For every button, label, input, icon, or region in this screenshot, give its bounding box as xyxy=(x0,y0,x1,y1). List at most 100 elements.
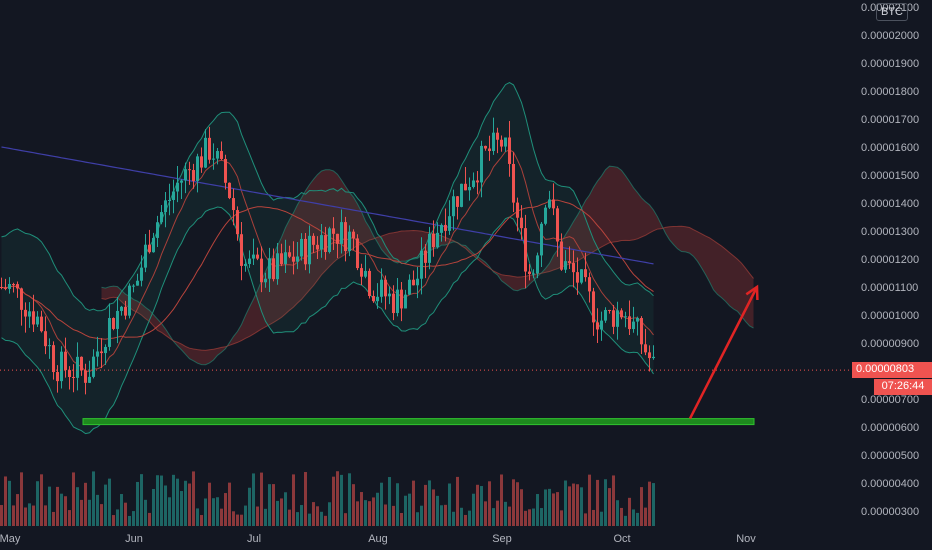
price-tick-label: 0.00001600 xyxy=(861,142,919,154)
candle-body xyxy=(276,253,279,280)
candle-body xyxy=(12,283,15,285)
candle-body xyxy=(20,288,23,310)
candle-body xyxy=(648,352,651,359)
volume-bar xyxy=(412,480,415,526)
candle-body xyxy=(100,351,103,354)
volume-bar xyxy=(28,503,31,526)
volume-bar xyxy=(236,514,239,526)
support-zone xyxy=(82,418,755,426)
candle-body xyxy=(32,311,35,325)
volume-bar xyxy=(128,515,131,526)
volume-bar xyxy=(472,493,475,526)
volume-bar xyxy=(284,492,287,526)
candle-body xyxy=(204,137,207,168)
candle-body xyxy=(196,156,199,181)
volume-bar xyxy=(68,510,71,526)
volume-bar xyxy=(300,505,303,526)
volume-bar xyxy=(136,481,139,526)
volume-bar xyxy=(384,504,387,526)
time-axis[interactable]: May Jun Jul Aug Sep Oct Nov xyxy=(0,533,756,545)
candle-body xyxy=(520,217,523,229)
volume-bar xyxy=(376,492,379,526)
volume-bar xyxy=(24,507,27,526)
volume-bar xyxy=(252,473,255,526)
volume-bar xyxy=(276,500,279,526)
candle-body xyxy=(524,228,527,272)
volume-bar xyxy=(44,505,47,526)
candle-body xyxy=(48,345,51,347)
currency-label[interactable]: BTC xyxy=(876,3,908,21)
candle-body xyxy=(424,250,427,263)
candle-body xyxy=(224,158,227,183)
volume-bar xyxy=(632,509,635,526)
volume-bars xyxy=(0,471,655,526)
volume-bar xyxy=(72,472,75,526)
price-axis[interactable]: 0.00000300 0.00000400 0.00000500 0.00000600… xyxy=(861,2,919,518)
candle-body xyxy=(536,255,539,274)
volume-bar xyxy=(312,502,315,526)
candle-body xyxy=(268,258,271,279)
candle-body xyxy=(472,180,475,187)
candle-body xyxy=(444,224,447,231)
volume-bar xyxy=(308,513,311,526)
time-tick-label: Jul xyxy=(247,533,261,545)
volume-bar xyxy=(596,479,599,526)
volume-bar xyxy=(544,489,547,526)
candle-body xyxy=(212,158,215,160)
candle-body xyxy=(588,277,591,292)
volume-bar xyxy=(204,498,207,526)
candle-body xyxy=(240,234,243,266)
volume-bar xyxy=(508,506,511,526)
candle-body xyxy=(440,224,443,233)
candle-body xyxy=(476,180,479,183)
volume-bar xyxy=(444,504,447,526)
volume-bar xyxy=(120,494,123,526)
candle-body xyxy=(568,261,571,264)
candle-body xyxy=(516,202,519,218)
volume-bar xyxy=(32,505,35,526)
candle-body xyxy=(484,145,487,149)
countdown-badge: 07:26:44 xyxy=(874,379,932,396)
volume-bar xyxy=(132,511,135,526)
price-tick-label: 0.00001500 xyxy=(861,170,919,182)
candle-body xyxy=(504,137,507,147)
volume-bar xyxy=(492,508,495,526)
candle-body xyxy=(228,182,231,199)
candle-body xyxy=(404,294,407,309)
volume-bar xyxy=(516,482,519,526)
volume-bar xyxy=(612,475,615,526)
price-tick-label: 0.00001800 xyxy=(861,86,919,98)
volume-bar xyxy=(180,491,183,526)
candle-body xyxy=(4,287,7,289)
candle-body xyxy=(56,372,59,382)
candle-body xyxy=(136,280,139,286)
volume-bar xyxy=(100,504,103,526)
candle-body xyxy=(580,269,583,283)
volume-bar xyxy=(560,510,563,526)
volume-bar xyxy=(60,493,63,526)
candle-body xyxy=(532,273,535,275)
candle-body xyxy=(164,200,167,213)
volume-bar xyxy=(620,507,623,526)
candlesticks xyxy=(0,117,655,395)
volume-bar xyxy=(512,479,515,526)
candle-body xyxy=(432,233,435,248)
volume-bar xyxy=(256,506,259,526)
candle-body xyxy=(76,356,79,378)
candle-body xyxy=(400,289,403,309)
candle-body xyxy=(412,279,415,286)
candle-body xyxy=(448,216,451,231)
price-tick-label: 0.00001200 xyxy=(861,254,919,266)
time-tick-label: May xyxy=(0,533,21,545)
candle-body xyxy=(16,284,19,289)
time-tick-label: Jun xyxy=(125,533,143,545)
candle-body xyxy=(52,345,55,373)
volume-bar xyxy=(420,505,423,526)
volume-bar xyxy=(52,511,55,526)
candle-body xyxy=(280,253,283,265)
volume-bar xyxy=(628,497,631,526)
candle-body xyxy=(564,261,567,270)
candle-body xyxy=(300,238,303,257)
volume-bar xyxy=(208,482,211,526)
